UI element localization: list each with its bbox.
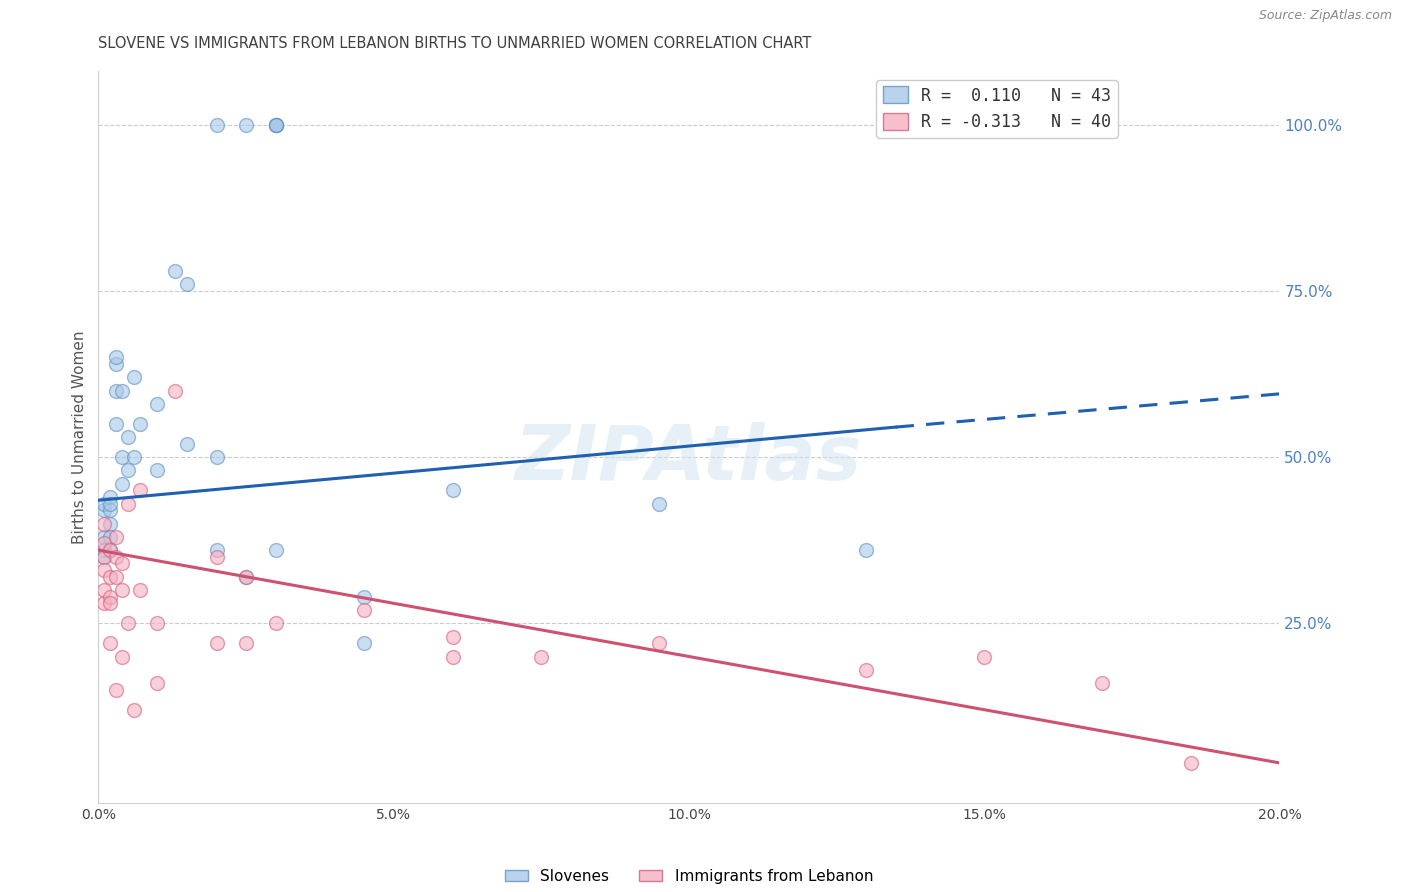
Point — [235, 118, 257, 132]
Point — [264, 118, 287, 132]
Point — [146, 397, 169, 411]
Point — [1180, 756, 1202, 770]
Point — [93, 497, 115, 511]
Point — [98, 530, 121, 544]
Point — [105, 682, 128, 697]
Text: ZIPAtlas: ZIPAtlas — [515, 422, 863, 496]
Point — [176, 277, 198, 292]
Point — [530, 649, 553, 664]
Point — [117, 463, 139, 477]
Point — [93, 549, 115, 564]
Point — [105, 570, 128, 584]
Point — [98, 590, 121, 604]
Point — [93, 516, 115, 531]
Text: SLOVENE VS IMMIGRANTS FROM LEBANON BIRTHS TO UNMARRIED WOMEN CORRELATION CHART: SLOVENE VS IMMIGRANTS FROM LEBANON BIRTH… — [98, 36, 811, 51]
Point — [98, 543, 121, 558]
Point — [93, 582, 115, 597]
Point — [117, 616, 139, 631]
Point — [111, 476, 134, 491]
Point — [146, 676, 169, 690]
Point — [93, 503, 115, 517]
Point — [122, 370, 145, 384]
Point — [93, 536, 115, 550]
Point — [105, 530, 128, 544]
Point — [105, 384, 128, 398]
Point — [264, 118, 287, 132]
Point — [264, 118, 287, 132]
Point — [855, 663, 877, 677]
Point — [235, 636, 257, 650]
Point — [973, 649, 995, 664]
Point — [205, 450, 228, 464]
Point — [98, 503, 121, 517]
Point — [353, 590, 375, 604]
Point — [105, 351, 128, 365]
Point — [111, 557, 134, 571]
Point — [128, 483, 150, 498]
Point — [648, 497, 671, 511]
Point — [648, 636, 671, 650]
Point — [111, 649, 134, 664]
Point — [146, 463, 169, 477]
Point — [176, 436, 198, 450]
Point — [98, 596, 121, 610]
Point — [353, 636, 375, 650]
Point — [93, 596, 115, 610]
Point — [205, 549, 228, 564]
Point — [1091, 676, 1114, 690]
Point — [117, 430, 139, 444]
Point — [111, 582, 134, 597]
Point — [98, 543, 121, 558]
Point — [264, 118, 287, 132]
Point — [122, 703, 145, 717]
Point — [264, 616, 287, 631]
Point — [98, 636, 121, 650]
Point — [235, 570, 257, 584]
Point — [235, 570, 257, 584]
Point — [93, 530, 115, 544]
Point — [98, 570, 121, 584]
Point — [128, 417, 150, 431]
Y-axis label: Births to Unmarried Women: Births to Unmarried Women — [72, 330, 87, 544]
Point — [205, 118, 228, 132]
Point — [117, 497, 139, 511]
Point — [205, 636, 228, 650]
Point — [93, 543, 115, 558]
Point — [264, 543, 287, 558]
Point — [205, 543, 228, 558]
Point — [111, 384, 134, 398]
Point — [165, 264, 187, 278]
Point — [441, 630, 464, 644]
Legend: Slovenes, Immigrants from Lebanon: Slovenes, Immigrants from Lebanon — [499, 863, 879, 890]
Point — [165, 384, 187, 398]
Point — [98, 497, 121, 511]
Point — [441, 649, 464, 664]
Point — [105, 357, 128, 371]
Point — [98, 516, 121, 531]
Point — [93, 549, 115, 564]
Point — [93, 563, 115, 577]
Point — [122, 450, 145, 464]
Point — [855, 543, 877, 558]
Point — [353, 603, 375, 617]
Point — [128, 582, 150, 597]
Point — [105, 549, 128, 564]
Point — [98, 490, 121, 504]
Point — [146, 616, 169, 631]
Text: Source: ZipAtlas.com: Source: ZipAtlas.com — [1258, 9, 1392, 22]
Point — [111, 450, 134, 464]
Point — [105, 417, 128, 431]
Point — [441, 483, 464, 498]
